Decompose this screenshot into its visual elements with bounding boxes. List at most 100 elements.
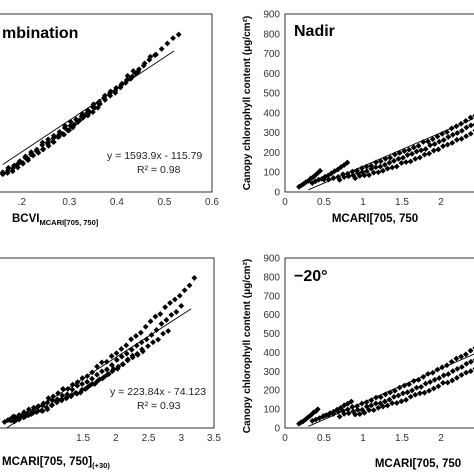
data-point xyxy=(124,356,131,363)
data-point xyxy=(108,362,115,368)
data-point xyxy=(368,397,375,404)
data-point xyxy=(98,359,105,366)
data-point xyxy=(312,408,319,415)
r-squared-label: R² = 0.93 xyxy=(137,400,181,412)
data-point xyxy=(417,154,423,161)
data-point xyxy=(458,372,465,378)
data-point xyxy=(173,309,180,315)
data-point xyxy=(361,172,368,179)
data-point xyxy=(334,166,341,173)
data-point xyxy=(429,136,436,142)
data-point xyxy=(96,376,103,383)
data-point xyxy=(113,357,120,363)
x-tick-label: 2 xyxy=(438,197,444,208)
data-point xyxy=(317,167,323,174)
data-point xyxy=(436,375,443,381)
data-point xyxy=(49,402,56,408)
data-point xyxy=(77,389,84,396)
y-tick-label: 600 xyxy=(263,310,280,321)
data-point xyxy=(314,406,321,413)
data-point xyxy=(449,377,456,384)
x-tick-labels: .2 0.3 0.4 0.5 0.6 xyxy=(18,197,220,208)
data-point xyxy=(440,143,446,150)
data-points xyxy=(296,113,474,190)
data-point xyxy=(352,411,359,418)
data-point xyxy=(39,408,46,414)
x-tick-label: 0.5 xyxy=(317,197,331,208)
x-axis-label-main: BCVI xyxy=(12,213,39,225)
y-tick-label: 800 xyxy=(263,272,280,283)
data-point xyxy=(133,70,139,77)
data-point xyxy=(298,182,305,189)
data-point xyxy=(463,124,470,131)
data-point xyxy=(82,386,89,392)
data-point xyxy=(79,375,86,382)
data-point xyxy=(97,101,103,107)
x-tick-label: 1.5 xyxy=(395,197,409,208)
y-tick-label: 900 xyxy=(263,254,280,265)
data-point xyxy=(435,146,442,153)
data-point xyxy=(330,175,337,181)
data-point xyxy=(312,178,319,185)
x-tick-label: 0.6 xyxy=(205,197,219,208)
data-point xyxy=(123,77,130,83)
x-tick-labels: 0 0.5 1 1.5 2 xyxy=(282,197,444,208)
data-point xyxy=(59,392,66,399)
data-point xyxy=(386,159,393,166)
data-point xyxy=(426,150,433,157)
data-point xyxy=(34,149,41,155)
y-tick-label: 600 xyxy=(263,69,280,80)
data-point xyxy=(370,407,377,414)
data-point xyxy=(395,392,402,399)
data-point xyxy=(170,35,176,42)
data-point xyxy=(440,372,447,379)
data-point xyxy=(138,339,145,346)
data-point xyxy=(354,170,361,177)
data-point xyxy=(372,400,379,407)
data-point xyxy=(427,142,434,149)
data-point xyxy=(61,124,68,131)
data-point xyxy=(467,347,474,354)
data-point xyxy=(106,371,112,377)
data-point xyxy=(453,136,460,143)
trend-line-segment xyxy=(5,308,192,428)
data-point xyxy=(113,350,120,357)
data-point xyxy=(449,131,456,138)
data-point xyxy=(155,336,161,343)
data-point xyxy=(415,142,422,149)
data-point xyxy=(39,402,46,409)
data-point xyxy=(335,408,342,415)
data-point xyxy=(418,147,425,154)
equation-label: y = 1593.9x - 115.79 xyxy=(107,150,202,162)
data-point xyxy=(393,163,400,170)
data-point xyxy=(298,419,305,426)
data-point xyxy=(377,158,384,165)
data-point xyxy=(467,368,474,375)
data-point xyxy=(458,127,465,134)
data-point xyxy=(462,117,469,124)
data-point xyxy=(152,52,158,58)
data-point xyxy=(463,360,470,367)
y-tick-label: 300 xyxy=(263,128,280,139)
y-tick-label: 100 xyxy=(263,405,280,416)
r-squared-label: R² = 0.98 xyxy=(137,164,181,176)
data-point xyxy=(372,164,379,171)
data-point xyxy=(356,411,363,417)
data-point xyxy=(54,133,61,140)
data-point xyxy=(45,136,52,143)
data-point xyxy=(102,97,108,103)
data-point xyxy=(431,141,438,147)
data-point xyxy=(4,417,11,424)
x-tick-labels: 1.5 2 2.5 3 3.5 xyxy=(76,433,221,444)
data-point xyxy=(391,393,397,400)
data-point xyxy=(40,400,47,407)
plot-frame xyxy=(284,257,474,429)
data-point xyxy=(303,179,309,185)
data-point xyxy=(406,146,412,153)
data-point xyxy=(191,275,198,281)
data-point xyxy=(400,390,406,397)
data-point xyxy=(79,381,86,387)
y-tick-labels: 0 100 200 300 400 500 600 700 800 900 xyxy=(263,10,280,199)
data-point xyxy=(25,412,32,419)
data-point xyxy=(422,380,429,387)
